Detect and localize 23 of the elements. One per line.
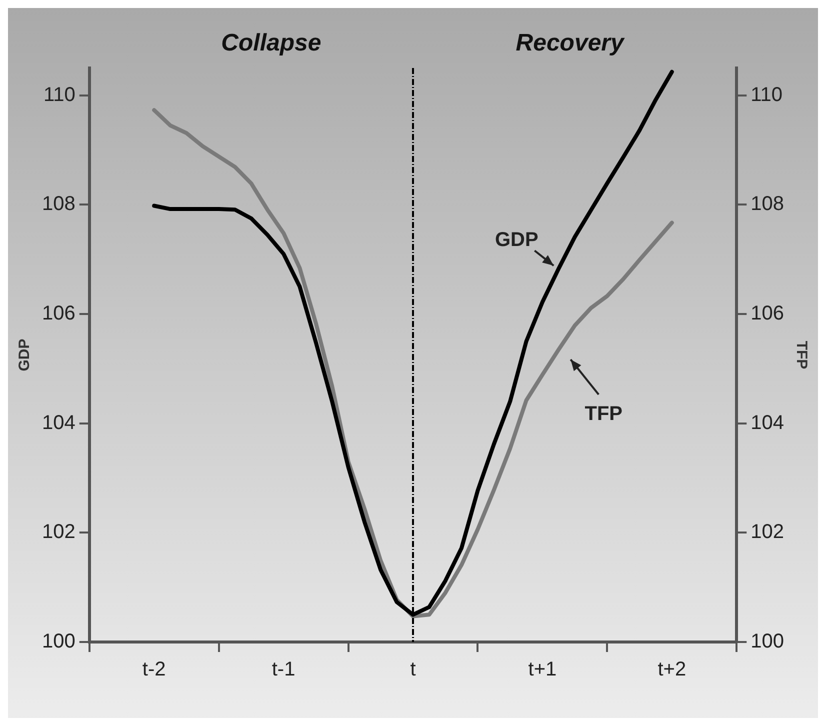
series-label: GDP (494, 229, 538, 252)
y-tick-label: 104 (42, 412, 76, 434)
y2-tick-label: 104 (750, 412, 784, 434)
y2-tick-label: 108 (750, 193, 784, 216)
x-tick-label: t-2 (142, 658, 166, 681)
y2-tick-label: 106 (750, 302, 784, 325)
y-tick-label: 102 (42, 521, 76, 544)
y2-axis-title: TFP (792, 340, 810, 370)
y-axis-title: GDP (16, 338, 34, 372)
y-tick-label: 108 (42, 193, 76, 216)
y2-tick-label: 100 (750, 630, 784, 653)
text: Recovery (516, 30, 626, 57)
text: TFP (584, 403, 623, 426)
text: Collapse (221, 30, 322, 57)
y-tick-label: 110 (43, 84, 76, 106)
x-tick-label: t-1 (272, 658, 296, 681)
y2-tick-label: 102 (750, 521, 784, 544)
x-tick-label: t (410, 658, 416, 681)
x-tick-label: t+1 (528, 658, 557, 681)
x-tick-label: t+2 (658, 658, 686, 681)
y2-tick-label: 110 (750, 84, 783, 106)
y-tick-label: 100 (42, 630, 76, 653)
y-tick-label: 106 (42, 302, 76, 325)
